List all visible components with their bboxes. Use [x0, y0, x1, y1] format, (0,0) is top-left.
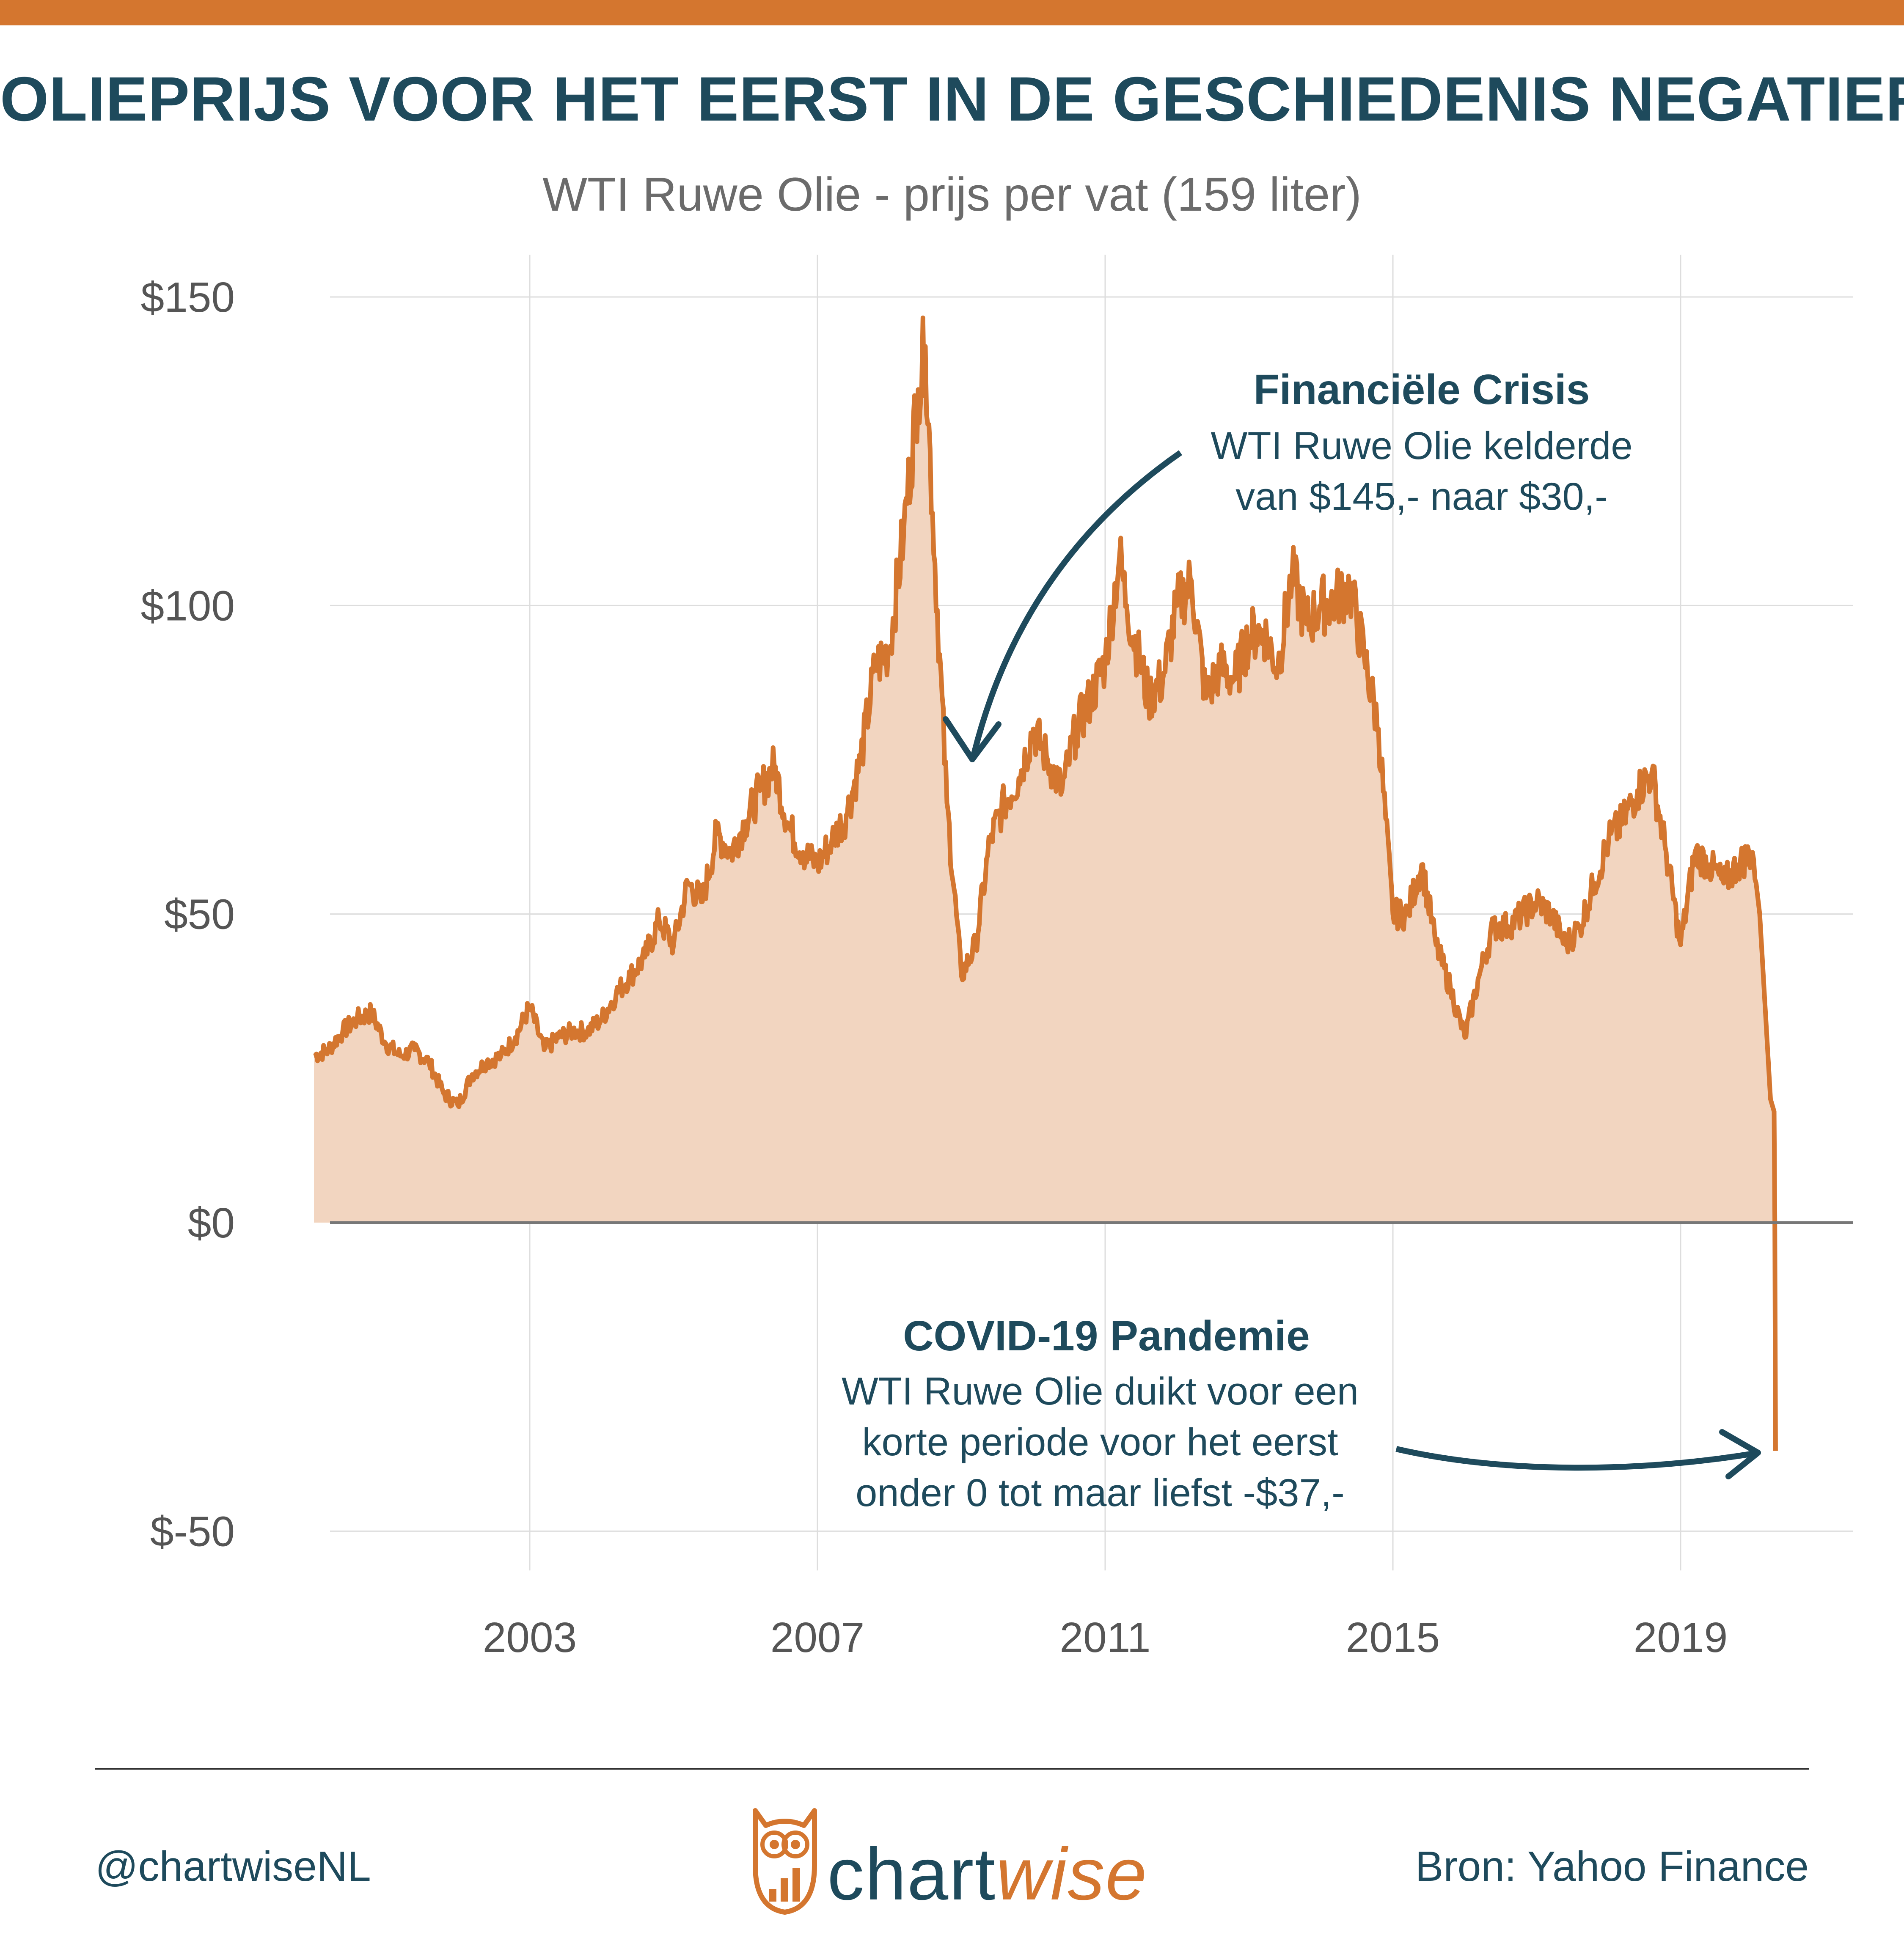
oil-price-chart: 2003 2007 2011 2015 2019 $150 $100 $50 $0 $-50 Fi… [141, 255, 1853, 1661]
brand-wordmark: chartwise [827, 1832, 1147, 1917]
chartwise-logo: chartwise [743, 1802, 1166, 1921]
footer-divider [95, 1768, 1809, 1770]
tick-labels: 2003 2007 2011 2015 2019 $150 $100 $50 $0 $-50 [141, 274, 1728, 1661]
y-tick-label: $150 [141, 274, 235, 321]
x-tick-label: 2015 [1346, 1614, 1440, 1661]
annotations: Financiële Crisis WTI Ruwe Olie kelderde… [842, 366, 1761, 1514]
top-accent-bar [0, 0, 1904, 25]
brand-word-chart: chart [827, 1833, 996, 1916]
financial-crisis-arrowhead [943, 716, 1002, 762]
twitter-handle: @chartwiseNL [95, 1843, 371, 1890]
covid-arrowhead [1719, 1429, 1761, 1479]
price-area-layer [313, 315, 1853, 1451]
x-tick-label: 2011 [1059, 1614, 1150, 1661]
chart-subtitle: WTI Ruwe Olie - prijs per vat (159 liter… [542, 168, 1362, 221]
annotation-financial-crisis-line-1: WTI Ruwe Olie kelderde [1211, 424, 1633, 467]
annotation-covid-line-3: onder 0 tot maar liefst -$37,- [856, 1471, 1345, 1514]
chart-title: OLIEPRIJS VOOR HET EERST IN DE GESCHIEDE… [0, 64, 1904, 134]
y-tick-label: $50 [164, 891, 235, 938]
annotation-covid-heading: COVID-19 Pandemie [903, 1312, 1310, 1360]
annotation-covid-line-2: korte periode voor het eerst [862, 1421, 1338, 1464]
data-source: Bron: Yahoo Finance [1415, 1843, 1809, 1890]
brand-word-wise: wise [996, 1833, 1148, 1916]
financial-crisis-arrow [970, 450, 1182, 758]
price-line [313, 315, 1778, 1451]
annotation-financial-crisis-line-2: van $145,- naar $30,- [1235, 475, 1608, 518]
x-tick-label: 2007 [770, 1614, 864, 1661]
y-tick-label: $-50 [150, 1508, 235, 1555]
owl-icon [753, 1808, 817, 1915]
covid-arrow [1395, 1446, 1757, 1471]
annotation-covid-line-1: WTI Ruwe Olie duikt voor een [842, 1370, 1359, 1413]
x-tick-label: 2003 [483, 1614, 577, 1661]
annotation-financial-crisis-heading: Financiële Crisis [1254, 366, 1590, 413]
y-tick-label: $100 [141, 582, 235, 629]
x-tick-label: 2019 [1634, 1614, 1728, 1661]
y-tick-label: $0 [188, 1199, 235, 1247]
